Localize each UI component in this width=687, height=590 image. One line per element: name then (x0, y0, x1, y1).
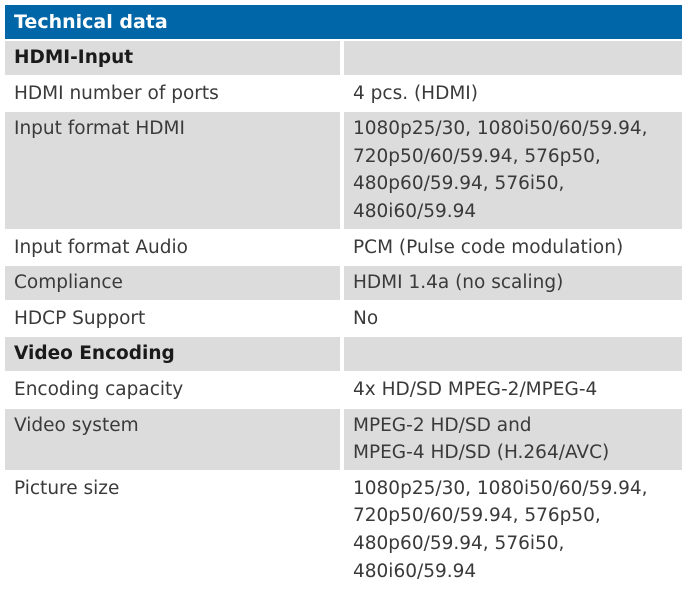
section-title: Video Encoding (5, 337, 340, 371)
value-line: 720p50/60/59.94, 576p50, (353, 145, 601, 167)
row-value: 1080p25/30, 1080i50/60/59.94, 720p50/60/5… (344, 472, 682, 588)
row-label: Encoding capacity (14, 378, 184, 400)
value-line: HDMI 1.4a (no scaling) (353, 272, 564, 294)
row-label: Input format HDMI (5, 112, 340, 229)
table-row: Picture size 1080p25/30, 1080i50/60/59.94… (5, 472, 682, 588)
value-line: 480p60/59.94, 576i50, (353, 173, 565, 195)
value-line: MPEG-4 HD/SD (H.264/AVC) (353, 442, 610, 464)
table-row: HDCP Support No (5, 302, 682, 336)
row-label: Video system (5, 408, 340, 470)
row-value (344, 337, 682, 371)
row-label: Picture size (14, 477, 120, 499)
section-header-row: Video Encoding (5, 337, 682, 371)
section-header-row: HDMI-Input (5, 41, 682, 75)
technical-data-table: Technical data HDMI-Input HDMI number of… (5, 5, 682, 590)
value-line: 720p50/60/59.94, 576p50, (353, 505, 601, 527)
row-label: HDCP Support (14, 307, 146, 329)
section-title: HDMI-Input (5, 41, 340, 75)
table-row: Input format Audio PCM (Pulse code modula… (5, 231, 682, 265)
row-value (344, 41, 682, 75)
value-line: 4x HD/SD MPEG-2/MPEG-4 (353, 378, 598, 400)
table-row: Compliance HDMI 1.4a (no scaling) (5, 266, 682, 300)
row-value: MPEG-2 HD/SD and MPEG-4 HD/SD (H.264/AVC) (344, 408, 682, 470)
table-title: Technical data (5, 5, 682, 39)
table-row: Video system MPEG-2 HD/SD and MPEG-4 HD/SD… (5, 408, 682, 470)
row-value: 4 pcs. (HDMI) (344, 77, 682, 111)
row-label: Compliance (5, 266, 340, 300)
table-body: HDMI-Input HDMI number of ports 4 pcs. (H… (5, 41, 682, 588)
value-line: PCM (Pulse code modulation) (353, 236, 624, 258)
value-line: 1080p25/30, 1080i50/60/59.94, (353, 477, 648, 499)
row-value: HDMI 1.4a (no scaling) (344, 266, 682, 300)
value-line: 480p60/59.94, 576i50, (353, 532, 565, 554)
table-row: Encoding capacity 4x HD/SD MPEG-2/MPEG-4 (5, 373, 682, 407)
row-value: 4x HD/SD MPEG-2/MPEG-4 (344, 373, 682, 407)
value-line: 480i60/59.94 (353, 560, 477, 582)
value-line: 480i60/59.94 (353, 200, 477, 222)
row-value: 1080p25/30, 1080i50/60/59.94, 720p50/60/5… (344, 112, 682, 229)
row-value: No (344, 302, 682, 336)
value-line: 1080p25/30, 1080i50/60/59.94, (353, 118, 648, 140)
value-line: 4 pcs. (HDMI) (353, 82, 478, 104)
table-row: Input format HDMI 1080p25/30, 1080i50/60/… (5, 112, 682, 229)
row-label: Input format Audio (14, 236, 188, 258)
row-label: HDMI number of ports (14, 82, 219, 104)
table-row: HDMI number of ports 4 pcs. (HDMI) (5, 77, 682, 111)
value-line: No (353, 307, 379, 329)
row-value: PCM (Pulse code modulation) (344, 231, 682, 265)
value-line: MPEG-2 HD/SD and (353, 414, 532, 436)
